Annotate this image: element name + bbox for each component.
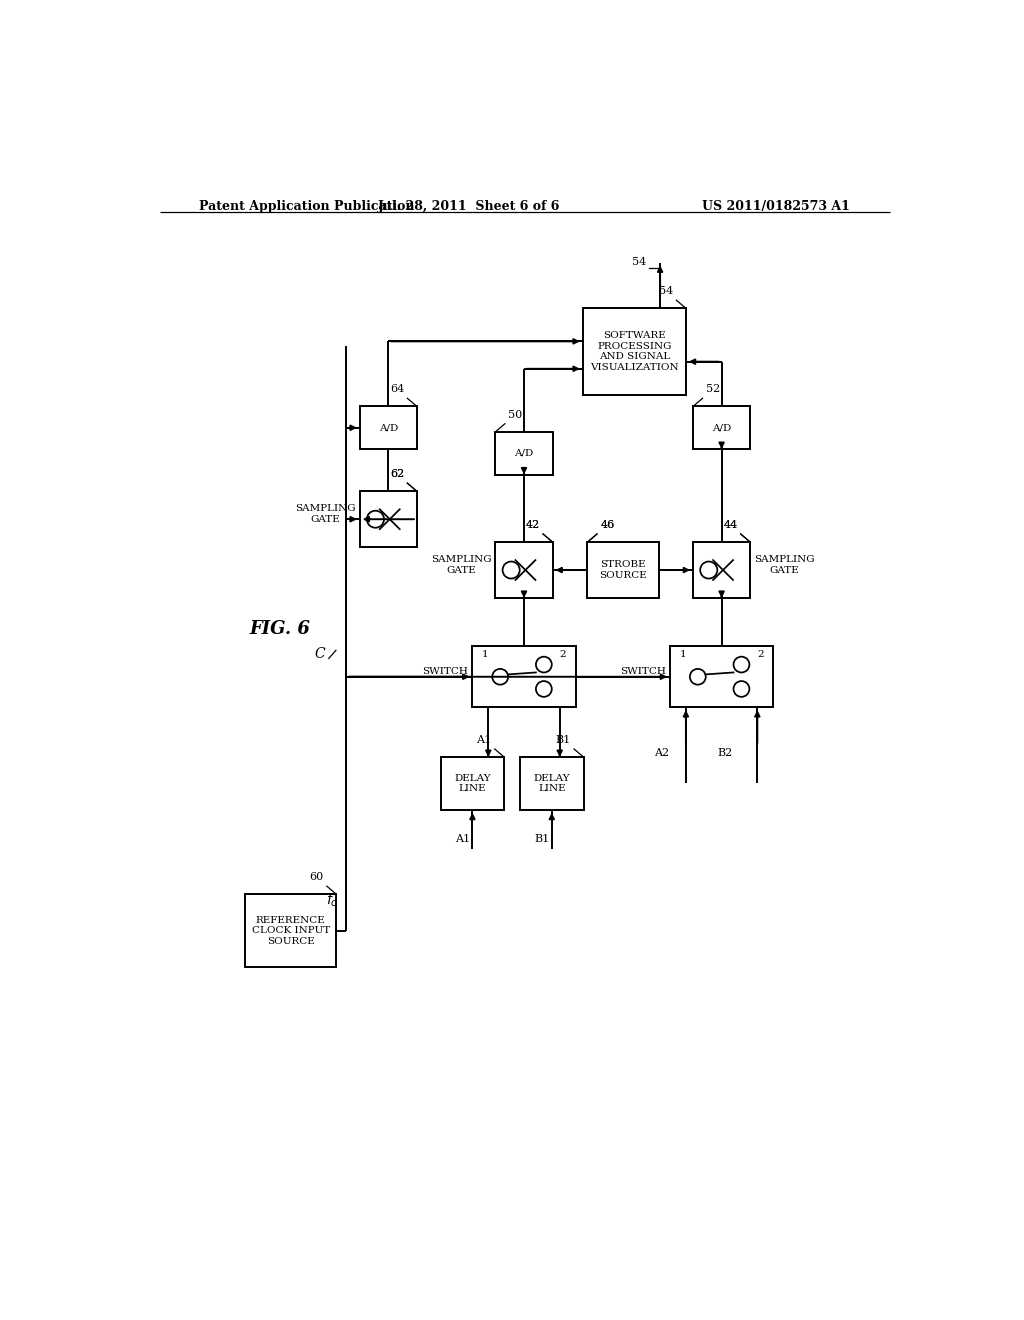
- Text: Patent Application Publication: Patent Application Publication: [200, 199, 415, 213]
- Bar: [588, 543, 658, 598]
- Text: 64: 64: [390, 384, 404, 395]
- Bar: [245, 894, 336, 968]
- Text: 62: 62: [390, 469, 404, 479]
- Text: 42: 42: [525, 520, 540, 529]
- Text: A1: A1: [476, 735, 492, 744]
- Bar: [670, 647, 773, 708]
- Bar: [520, 758, 584, 810]
- Text: 52: 52: [706, 384, 720, 395]
- Text: 46: 46: [600, 520, 614, 529]
- Text: SAMPLING
GATE: SAMPLING GATE: [754, 556, 815, 574]
- Text: 44: 44: [723, 520, 737, 529]
- Bar: [496, 432, 553, 474]
- Text: 1: 1: [482, 649, 488, 659]
- Bar: [496, 543, 553, 598]
- Text: 44: 44: [723, 520, 737, 529]
- Text: A/D: A/D: [514, 449, 534, 458]
- Text: 60: 60: [309, 873, 324, 882]
- Text: SWITCH: SWITCH: [423, 667, 468, 676]
- Text: 54: 54: [659, 286, 673, 296]
- Text: 42: 42: [525, 520, 540, 529]
- Text: 2: 2: [757, 649, 764, 659]
- Text: SAMPLING
GATE: SAMPLING GATE: [295, 504, 355, 524]
- Bar: [693, 543, 751, 598]
- Text: DELAY
LINE: DELAY LINE: [534, 774, 570, 793]
- Text: 1: 1: [679, 649, 686, 659]
- Text: 46: 46: [600, 520, 614, 529]
- Bar: [359, 407, 417, 449]
- Text: SWITCH: SWITCH: [621, 667, 666, 676]
- Text: A/D: A/D: [712, 424, 731, 432]
- Text: B1: B1: [556, 735, 570, 744]
- Text: C: C: [314, 647, 325, 661]
- Text: B2: B2: [717, 748, 732, 758]
- Text: A1: A1: [456, 834, 470, 845]
- Bar: [359, 491, 417, 548]
- Text: 50: 50: [508, 409, 522, 420]
- Text: A2: A2: [653, 748, 669, 758]
- Bar: [440, 758, 504, 810]
- Text: Jul. 28, 2011  Sheet 6 of 6: Jul. 28, 2011 Sheet 6 of 6: [378, 199, 560, 213]
- Bar: [583, 309, 686, 395]
- Text: REFERENCE
CLOCK INPUT
SOURCE: REFERENCE CLOCK INPUT SOURCE: [252, 916, 330, 945]
- Bar: [693, 407, 751, 449]
- Text: A/D: A/D: [379, 424, 398, 432]
- Text: STROBE
SOURCE: STROBE SOURCE: [599, 561, 647, 579]
- Text: 62: 62: [390, 469, 404, 479]
- Text: $f_c$: $f_c$: [327, 892, 339, 909]
- Text: FIG. 6: FIG. 6: [250, 620, 310, 638]
- Text: 2: 2: [559, 649, 566, 659]
- Text: 54: 54: [632, 256, 646, 267]
- Text: DELAY
LINE: DELAY LINE: [454, 774, 490, 793]
- Text: B1: B1: [535, 834, 550, 845]
- Text: US 2011/0182573 A1: US 2011/0182573 A1: [702, 199, 850, 213]
- Text: SAMPLING
GATE: SAMPLING GATE: [431, 556, 492, 574]
- Text: SOFTWARE
PROCESSING
AND SIGNAL
VISUALIZATION: SOFTWARE PROCESSING AND SIGNAL VISUALIZA…: [590, 331, 679, 372]
- Bar: [472, 647, 575, 708]
